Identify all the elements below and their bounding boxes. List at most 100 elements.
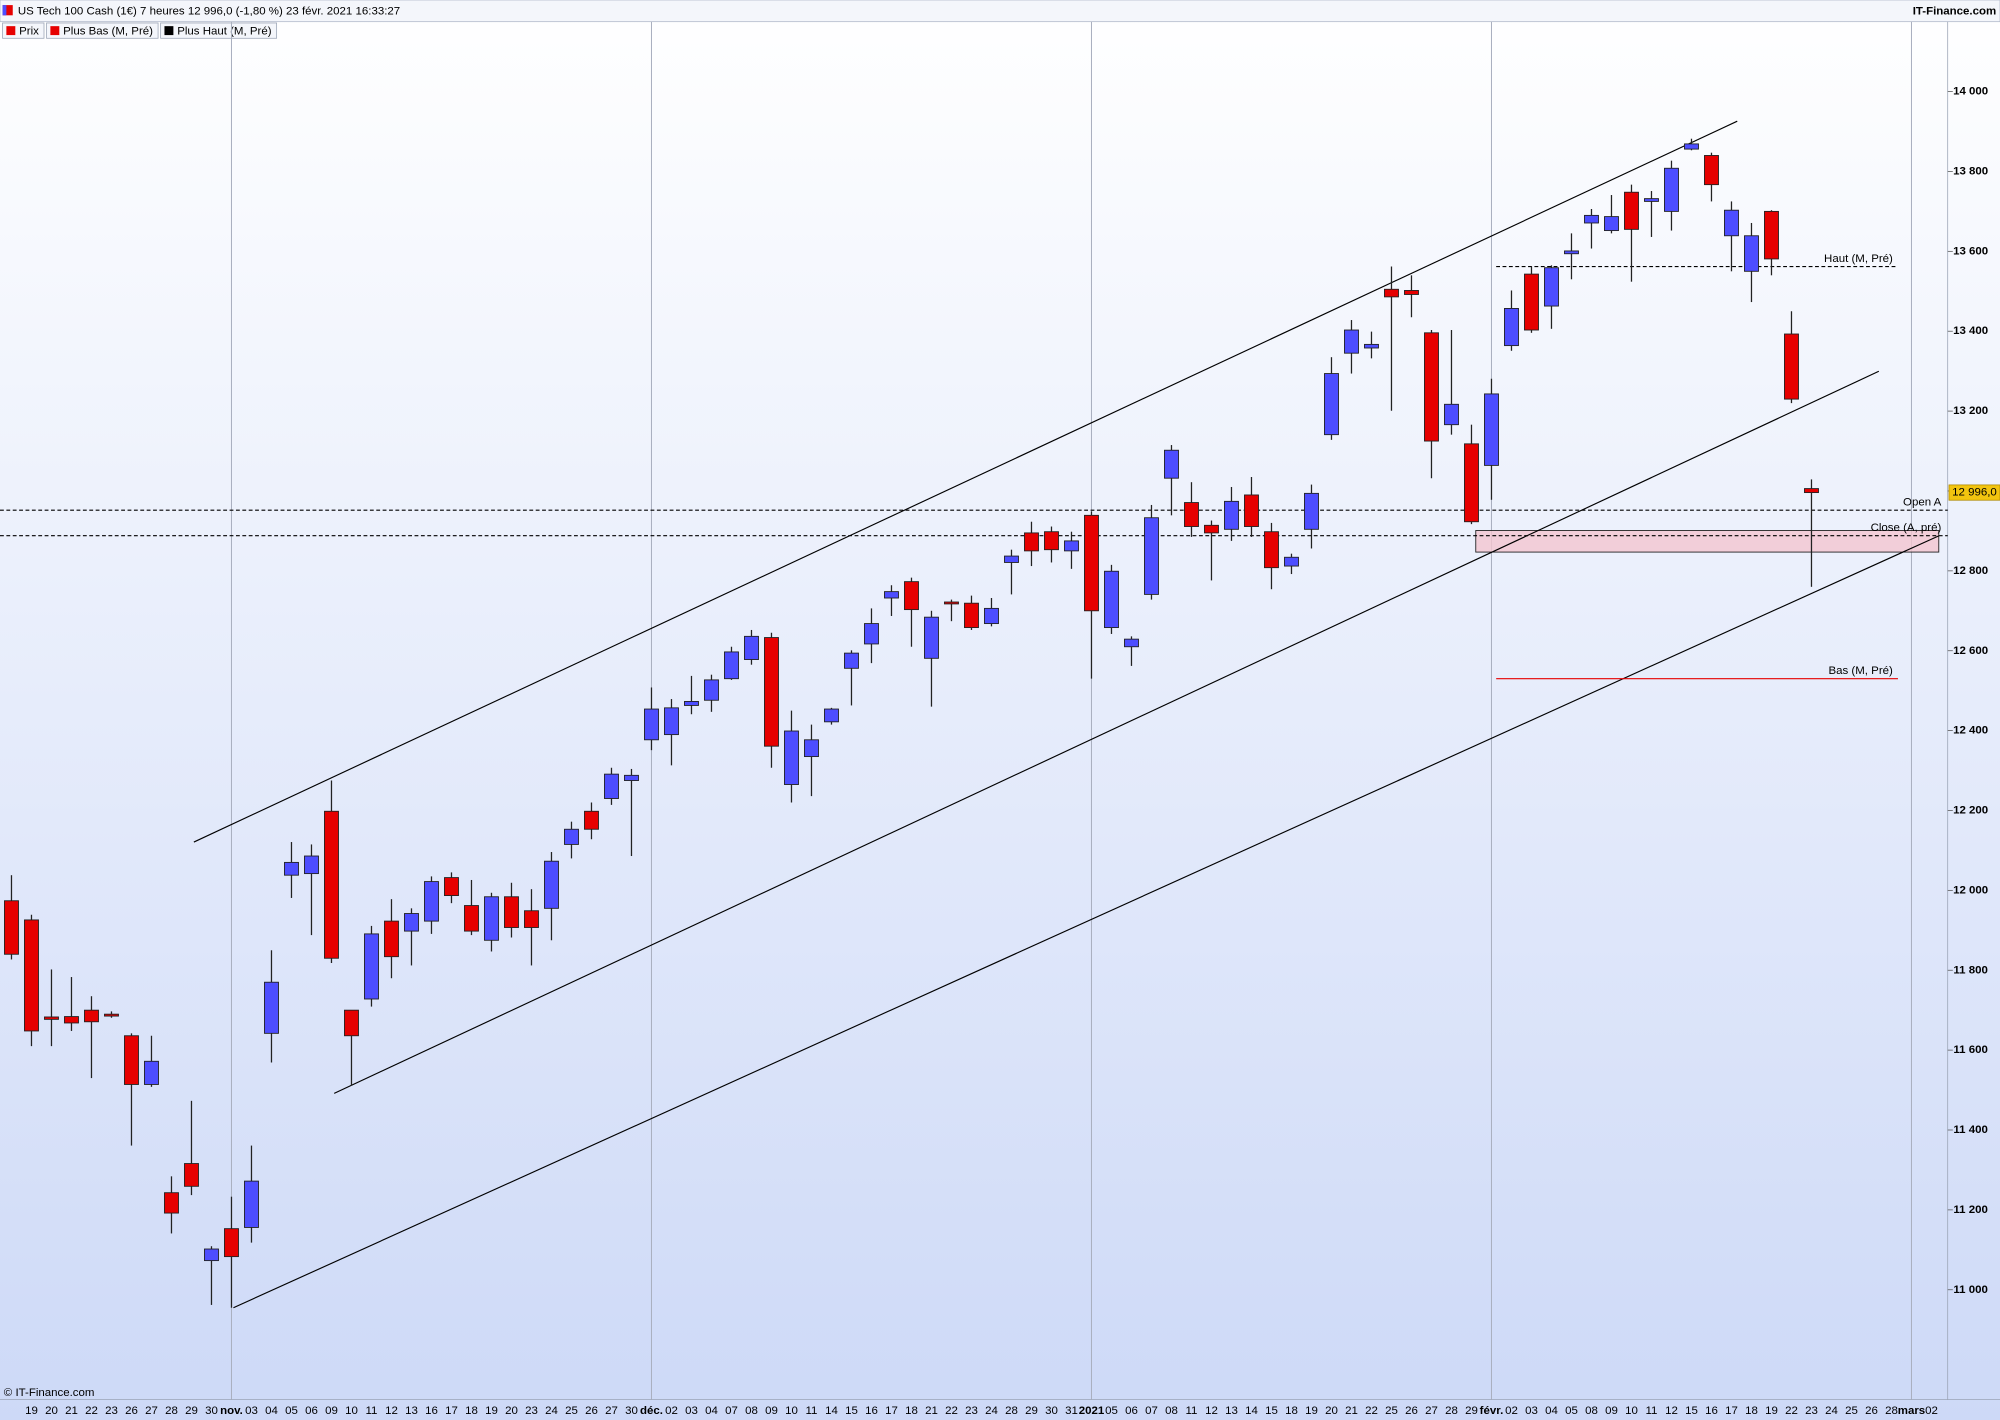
y-tick-label: 12 000 xyxy=(1953,884,1988,896)
candle-body xyxy=(284,861,299,876)
x-tick-label: 02 xyxy=(665,1405,678,1417)
candle-body xyxy=(1244,494,1259,527)
trendline xyxy=(233,535,1940,1309)
x-tick-label: 18 xyxy=(1745,1405,1758,1417)
axes: 11 000 11 200 11 400 11 600 11 800 12 000 12 2… xyxy=(25,86,2000,1417)
x-tick-label: 23 xyxy=(525,1405,538,1417)
x-tick-label: 24 xyxy=(1825,1405,1838,1417)
x-tick-label: 04 xyxy=(705,1405,718,1417)
x-tick-label: 19 xyxy=(1305,1405,1318,1417)
x-tick-label: 12 xyxy=(1665,1405,1678,1417)
candles xyxy=(4,138,1819,1308)
y-tick-label: 11 200 xyxy=(1953,1204,1987,1216)
x-tick-label: 13 xyxy=(1225,1405,1238,1417)
x-tick-label: 31 xyxy=(1065,1405,1078,1417)
x-tick-label: 22 xyxy=(945,1405,958,1417)
zone xyxy=(1475,530,1940,553)
candle-body xyxy=(704,679,719,701)
x-tick-label: 22 xyxy=(1785,1405,1798,1417)
candle-body xyxy=(1524,273,1539,331)
candle-body xyxy=(944,601,959,605)
candle-body xyxy=(604,773,619,799)
x-tick-label: 17 xyxy=(445,1405,458,1417)
x-tick-label: 11 xyxy=(806,1405,818,1417)
candle-body xyxy=(1544,267,1559,307)
x-tick-label: 25 xyxy=(1845,1405,1858,1417)
last-price-tag xyxy=(1948,484,2000,501)
x-tick-label: 11 xyxy=(1646,1405,1658,1417)
candle-body xyxy=(504,896,519,928)
candle-body xyxy=(1024,532,1039,552)
footer: © IT-Finance.com xyxy=(4,1387,95,1399)
header-icon xyxy=(2,5,7,16)
legend-swatch xyxy=(50,26,60,36)
candle-body xyxy=(1424,332,1439,442)
x-tick-label: 23 xyxy=(965,1405,978,1417)
y-tick-label: 12 400 xyxy=(1953,725,1988,737)
legend-label: Plus Bas (M, Pré) xyxy=(63,25,153,37)
x-tick-label: 18 xyxy=(905,1405,918,1417)
x-tick-label: 27 xyxy=(145,1405,158,1417)
legend-box xyxy=(46,22,159,39)
candle-body xyxy=(644,708,659,741)
candle-body xyxy=(1624,191,1639,230)
candle-body xyxy=(1704,155,1719,186)
candle-body xyxy=(904,581,919,611)
candle-body xyxy=(164,1192,179,1214)
candle-body xyxy=(1224,500,1239,530)
legend: Prix Plus Bas (M, Pré) Plus Haut (M, Pré) xyxy=(2,22,278,39)
candle-body xyxy=(1804,488,1819,494)
x-tick-label: 17 xyxy=(1725,1405,1738,1417)
y-tick-label: 13 400 xyxy=(1953,325,1988,337)
x-tick-label: 28 xyxy=(1005,1405,1018,1417)
candle-body xyxy=(1004,555,1019,563)
reference-label: Open A xyxy=(1903,497,1942,509)
x-tick-label: 30 xyxy=(625,1405,638,1417)
x-tick-label: 28 xyxy=(165,1405,178,1417)
x-tick-label: 15 xyxy=(1265,1405,1278,1417)
x-tick-label: 12 xyxy=(1205,1405,1218,1417)
candle-body xyxy=(1324,373,1339,436)
candle-body xyxy=(1404,290,1419,295)
candle-body xyxy=(1284,556,1299,567)
candle-body xyxy=(1584,214,1599,224)
x-tick-label: 26 xyxy=(1405,1405,1418,1417)
x-tick-label: 05 xyxy=(1105,1405,1118,1417)
candle-body xyxy=(664,707,679,736)
x-tick-label: 26 xyxy=(1865,1405,1878,1417)
x-tick-label: 13 xyxy=(405,1405,418,1417)
x-tick-label: mars xyxy=(1898,1405,1925,1417)
candle-body xyxy=(1084,514,1099,612)
candle-body xyxy=(1464,443,1479,523)
candle-body xyxy=(464,905,479,932)
last-price-label: 12 996,0 xyxy=(1952,487,1997,499)
header-icon xyxy=(2,5,13,16)
candle-body xyxy=(1384,288,1399,298)
candle-body xyxy=(484,896,499,941)
x-tick-label: 30 xyxy=(1045,1405,1058,1417)
candle-body xyxy=(1444,403,1459,426)
candle-body xyxy=(1264,531,1279,569)
candle-body xyxy=(1104,570,1119,629)
y-tick-label: 12 800 xyxy=(1953,565,1988,577)
candle-body xyxy=(304,855,319,875)
candle-body xyxy=(324,810,339,959)
legend-label: Prix xyxy=(19,25,39,37)
candle-body xyxy=(1484,393,1499,466)
candle-body xyxy=(924,616,939,659)
x-tick-label: 25 xyxy=(1385,1405,1398,1417)
candle-body xyxy=(1164,449,1179,479)
x-tick-label: 18 xyxy=(465,1405,478,1417)
x-tick-label: 16 xyxy=(1705,1405,1718,1417)
y-tick-label: 11 000 xyxy=(1953,1284,1987,1296)
x-tick-label: 21 xyxy=(65,1405,78,1417)
x-tick-label: 22 xyxy=(85,1405,98,1417)
legend-swatch xyxy=(6,26,16,36)
candle-body xyxy=(124,1035,139,1085)
x-tick-label: 08 xyxy=(1585,1405,1598,1417)
trendlines xyxy=(193,120,1940,1309)
x-tick-label: 05 xyxy=(1565,1405,1578,1417)
candle-body xyxy=(144,1060,159,1085)
